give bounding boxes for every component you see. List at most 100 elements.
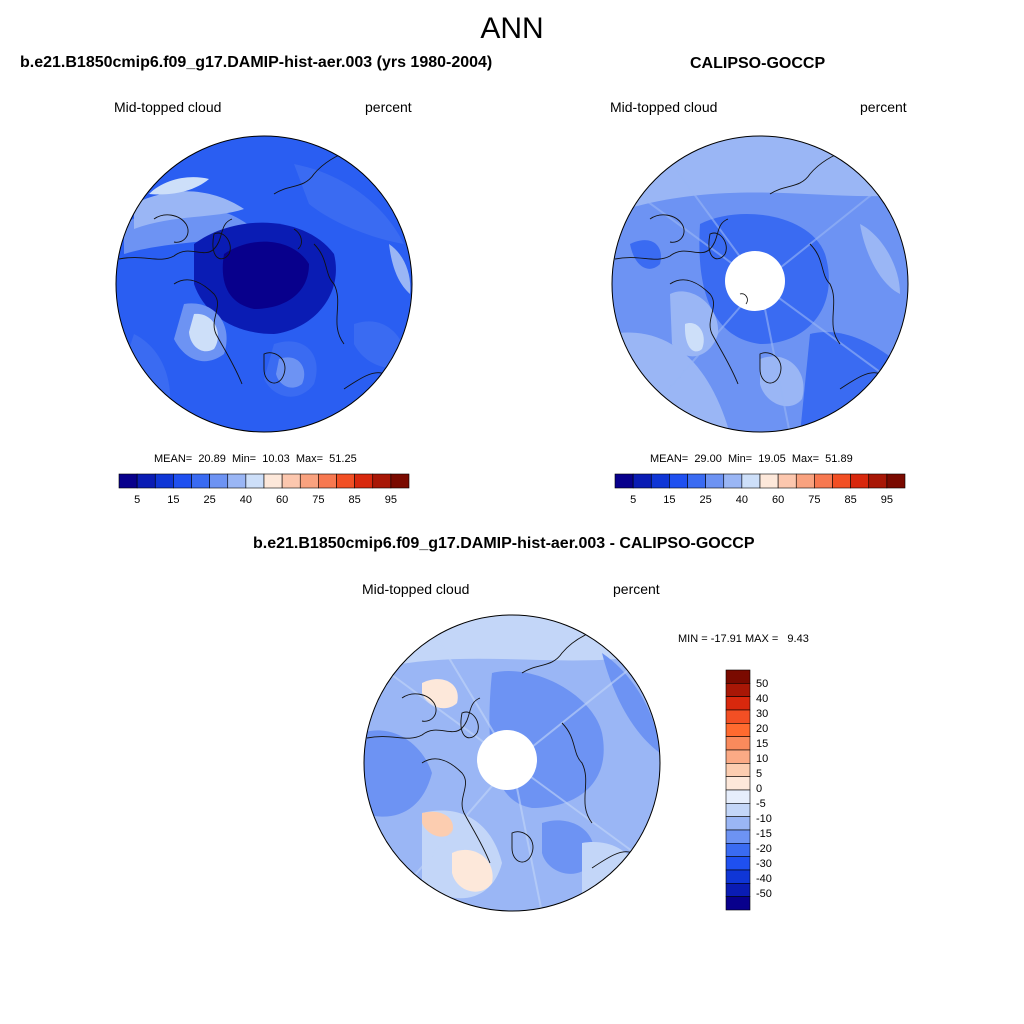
colorbar-swatch bbox=[725, 869, 751, 884]
panel2-variable-label: Mid-topped cloud bbox=[610, 99, 718, 115]
colorbar-tick-label: 0 bbox=[756, 783, 763, 795]
colorbar-tick-label: 25 bbox=[203, 494, 216, 506]
panel2-stats: MEAN= 29.00 Min= 19.05 Max= 51.89 bbox=[650, 453, 853, 465]
colorbar-swatch bbox=[777, 473, 797, 489]
colorbar-tick-label: 5 bbox=[134, 494, 141, 506]
panel2-units-label: percent bbox=[860, 99, 907, 115]
colorbar-tick-label: 20 bbox=[756, 723, 769, 735]
colorbar-swatch bbox=[209, 473, 229, 489]
colorbar-swatch bbox=[372, 473, 392, 489]
colorbar-swatch bbox=[725, 883, 751, 897]
colorbar-swatch bbox=[687, 473, 706, 489]
colorbar-swatch bbox=[725, 776, 751, 791]
panel1-units-label: percent bbox=[365, 99, 412, 115]
colorbar-swatch bbox=[725, 669, 751, 684]
panel1-title: b.e21.B1850cmip6.f09_g17.DAMIP-hist-aer.… bbox=[20, 54, 493, 71]
colorbar-swatch bbox=[299, 473, 319, 489]
colorbar-swatch bbox=[725, 709, 751, 724]
colorbar-swatch bbox=[118, 473, 138, 489]
panel1-colorbar-ticks: 5 15 25 40 60 75 85 95 bbox=[119, 494, 409, 508]
panel2-title: CALIPSO-GOCCP bbox=[690, 55, 826, 72]
colorbar-swatch bbox=[245, 473, 265, 489]
colorbar-tick-label: 95 bbox=[384, 494, 397, 506]
colorbar-tick-label: -40 bbox=[756, 873, 772, 885]
panel2-colorbar bbox=[614, 473, 906, 489]
colorbar-swatch bbox=[136, 473, 156, 489]
colorbar-swatch bbox=[725, 763, 751, 777]
colorbar-tick-label: 50 bbox=[756, 678, 769, 690]
colorbar-tick-label: 30 bbox=[756, 708, 769, 720]
panel3-colorbar-ticks: 50 40 30 20 15 10 5 0 -5 -10 -15 -20 -30 -40 -50 bbox=[756, 670, 796, 910]
colorbar-swatch bbox=[227, 473, 247, 489]
colorbar-swatch bbox=[725, 856, 751, 871]
panel2-colorbar-ticks: 5 15 25 40 60 75 85 95 bbox=[615, 494, 905, 508]
colorbar-swatch bbox=[868, 473, 888, 489]
colorbar-swatch bbox=[281, 473, 301, 489]
colorbar-tick-label: 60 bbox=[772, 494, 785, 506]
colorbar-tick-label: 5 bbox=[630, 494, 637, 506]
colorbar-tick-label: 10 bbox=[756, 753, 769, 765]
colorbar-swatch bbox=[725, 696, 751, 711]
colorbar-swatch bbox=[263, 473, 283, 489]
colorbar-tick-label: -5 bbox=[756, 798, 766, 810]
panel3-title: b.e21.B1850cmip6.f09_g17.DAMIP-hist-aer.… bbox=[253, 535, 755, 552]
colorbar-swatch bbox=[614, 473, 634, 489]
colorbar-tick-label: 85 bbox=[348, 494, 361, 506]
panel1-polar-map bbox=[115, 135, 413, 433]
colorbar-tick-label: 5 bbox=[756, 768, 763, 780]
colorbar-swatch bbox=[354, 473, 374, 489]
colorbar-tick-label: 85 bbox=[844, 494, 857, 506]
figure-title: ANN bbox=[480, 12, 544, 45]
colorbar-swatch bbox=[154, 473, 174, 489]
colorbar-swatch bbox=[886, 473, 906, 489]
colorbar-swatch bbox=[390, 473, 410, 489]
colorbar-swatch bbox=[723, 473, 743, 489]
colorbar-swatch bbox=[650, 473, 670, 489]
colorbar-tick-label: 15 bbox=[167, 494, 180, 506]
colorbar-swatch bbox=[632, 473, 652, 489]
panel3-units-label: percent bbox=[613, 581, 660, 597]
panel2-polar-map bbox=[611, 135, 909, 433]
colorbar-tick-label: 40 bbox=[239, 494, 252, 506]
colorbar-tick-label: 75 bbox=[312, 494, 325, 506]
colorbar-swatch bbox=[705, 473, 725, 489]
colorbar-tick-label: -30 bbox=[756, 858, 772, 870]
colorbar-swatch bbox=[832, 473, 851, 489]
colorbar-swatch bbox=[725, 683, 751, 697]
colorbar-swatch bbox=[759, 473, 779, 489]
colorbar-swatch bbox=[669, 473, 688, 489]
colorbar-swatch bbox=[725, 829, 751, 844]
colorbar-swatch bbox=[814, 473, 833, 489]
colorbar-swatch bbox=[725, 736, 751, 751]
colorbar-swatch bbox=[725, 816, 751, 831]
panel3-variable-label: Mid-topped cloud bbox=[362, 581, 470, 597]
colorbar-tick-label: -10 bbox=[756, 813, 772, 825]
colorbar-swatch bbox=[725, 803, 751, 817]
panel1-colorbar bbox=[118, 473, 410, 489]
colorbar-swatch bbox=[850, 473, 870, 489]
colorbar-swatch bbox=[336, 473, 355, 489]
colorbar-swatch bbox=[318, 473, 337, 489]
colorbar-tick-label: 15 bbox=[756, 738, 769, 750]
panel3-polar-map bbox=[363, 614, 661, 912]
panel1-variable-label: Mid-topped cloud bbox=[114, 99, 222, 115]
colorbar-tick-label: -50 bbox=[756, 888, 772, 900]
panel1-stats: MEAN= 20.89 Min= 10.03 Max= 51.25 bbox=[154, 453, 357, 465]
colorbar-tick-label: 60 bbox=[276, 494, 289, 506]
colorbar-tick-label: 15 bbox=[663, 494, 676, 506]
colorbar-swatch bbox=[725, 843, 751, 857]
colorbar-tick-label: 75 bbox=[808, 494, 821, 506]
panel3-stats: MIN = -17.91 MAX = 9.43 bbox=[678, 633, 809, 645]
colorbar-tick-label: -15 bbox=[756, 828, 772, 840]
panel3-colorbar bbox=[725, 669, 751, 911]
colorbar-swatch bbox=[191, 473, 210, 489]
colorbar-tick-label: 95 bbox=[880, 494, 893, 506]
colorbar-swatch bbox=[725, 749, 751, 764]
colorbar-swatch bbox=[725, 789, 751, 804]
colorbar-tick-label: 40 bbox=[756, 693, 769, 705]
colorbar-swatch bbox=[795, 473, 815, 489]
colorbar-tick-label: 25 bbox=[699, 494, 712, 506]
colorbar-swatch bbox=[725, 723, 751, 737]
colorbar-tick-label: 40 bbox=[735, 494, 748, 506]
colorbar-swatch bbox=[741, 473, 761, 489]
